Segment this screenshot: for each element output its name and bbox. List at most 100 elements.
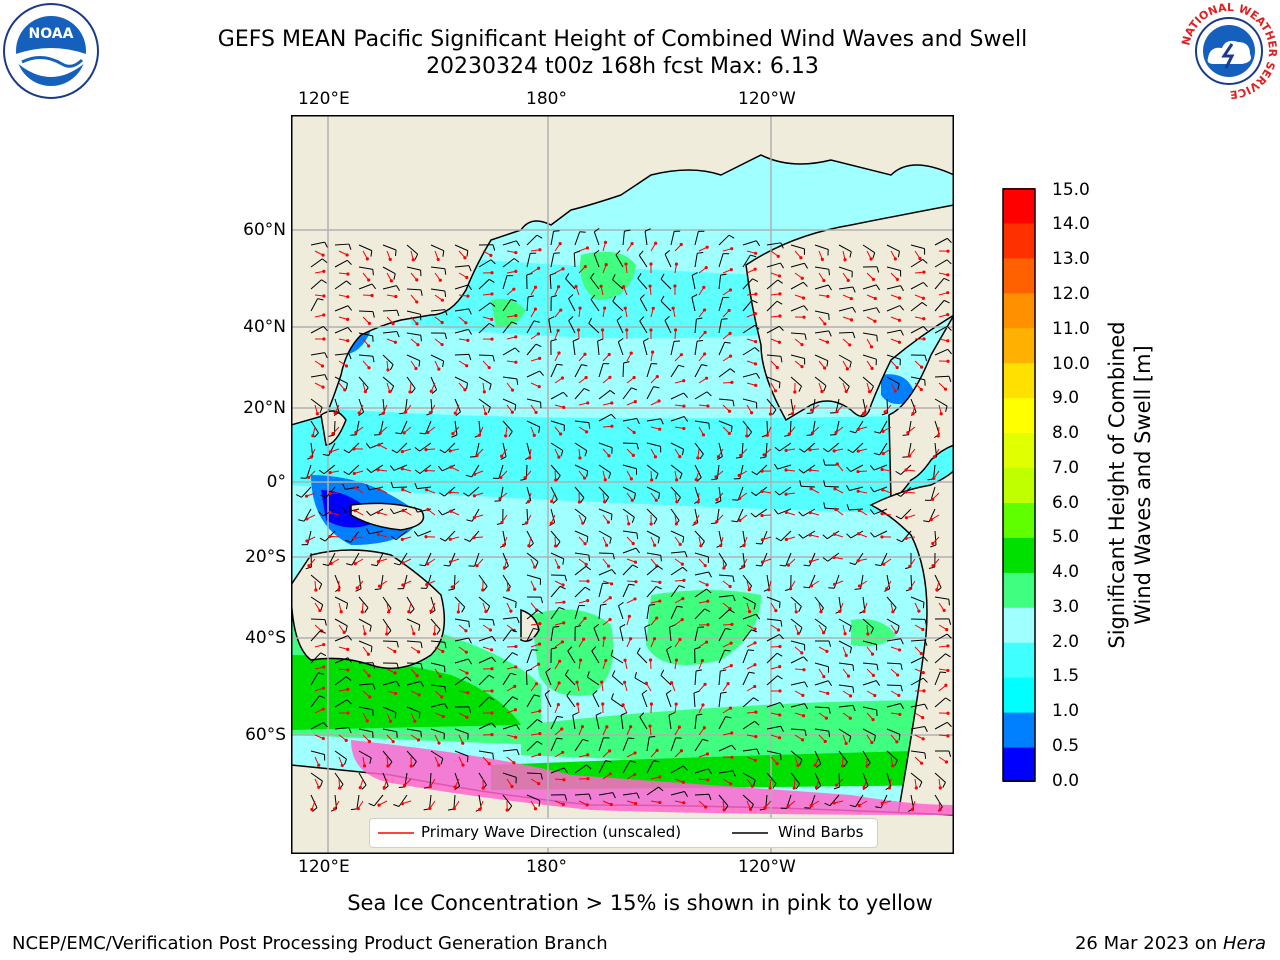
wave-arrow-head <box>440 298 444 302</box>
wind-barb-feather <box>804 681 808 688</box>
wave-arrow-head <box>453 785 457 789</box>
wind-barb <box>574 420 589 424</box>
wind-barb-feather <box>516 749 520 756</box>
wind-barb-feather <box>639 712 645 718</box>
wind-barb <box>934 442 938 457</box>
wind-barb <box>718 794 729 807</box>
wind-barb-feather <box>343 449 350 454</box>
wind-barb <box>478 635 493 642</box>
wind-barb-feather <box>922 602 925 609</box>
wave-arrow-head <box>946 249 950 253</box>
wind-barb <box>419 442 432 452</box>
wind-barb-feather <box>707 768 713 775</box>
wind-barb-feather <box>799 759 803 766</box>
wave-arrow-head <box>705 583 709 587</box>
wind-barb-feather <box>371 564 378 567</box>
wind-barb <box>502 258 515 268</box>
wave-arrow-head <box>429 389 433 393</box>
wind-barb <box>310 750 325 755</box>
wind-barb-feather <box>729 368 736 373</box>
wave-arrow-head <box>621 285 626 289</box>
wave-arrow-head <box>777 274 782 278</box>
wind-barb <box>742 420 752 433</box>
wave-arrow-head <box>631 541 635 546</box>
wind-barb-feather <box>636 443 639 450</box>
wind-barb <box>777 464 792 470</box>
wind-barb <box>886 750 898 761</box>
wave-arrow-head <box>778 644 782 649</box>
wave-arrow-head <box>894 630 898 634</box>
lat-label-60n: 60°N <box>243 220 286 240</box>
wind-barb <box>310 596 323 606</box>
wind-barb <box>766 279 779 290</box>
wind-barb <box>742 613 757 620</box>
wave-arrow-head <box>835 462 839 466</box>
wave-arrow-head <box>500 520 504 525</box>
wave-arrow-head <box>449 509 453 513</box>
wave-arrow-head <box>844 653 848 658</box>
wind-barb-feather <box>799 627 803 634</box>
wave-arrow-head <box>869 345 874 349</box>
wind-barb <box>406 728 421 732</box>
wind-barb-feather <box>826 360 829 367</box>
wind-barb-feather <box>526 668 533 672</box>
wind-barb <box>873 464 888 471</box>
wave-arrow-head <box>946 668 950 673</box>
wind-barb <box>406 640 421 643</box>
wind-barb <box>814 772 822 786</box>
wind-barb-feather <box>539 370 544 376</box>
wind-barb-feather <box>683 416 689 422</box>
wave-arrow-head <box>658 775 662 779</box>
wave-arrow-head <box>773 389 778 393</box>
wind-barb <box>670 585 680 598</box>
wind-barb <box>766 242 781 246</box>
wave-arrow-head <box>513 708 517 712</box>
wind-barb-feather <box>869 486 875 493</box>
wind-barb-feather <box>619 624 626 628</box>
wave-arrow-head <box>388 719 393 723</box>
wind-barb <box>356 794 360 809</box>
wave-arrow-head <box>887 786 892 790</box>
wind-barb-feather <box>323 722 328 728</box>
wind-barb <box>468 486 480 497</box>
wave-arrow-head <box>368 695 372 699</box>
wave-arrow-head <box>704 640 709 644</box>
wind-barb-feather <box>592 690 598 695</box>
wave-arrow-head <box>658 580 662 585</box>
wave-arrow-head <box>428 806 432 810</box>
wave-arrow-head <box>644 681 648 685</box>
wave-arrow-head <box>809 804 813 808</box>
wind-barb-feather <box>366 528 370 535</box>
wind-barb-feather <box>849 625 852 632</box>
wind-barb <box>550 716 558 730</box>
wind-barb <box>334 376 348 384</box>
wave-arrow-head <box>946 339 950 343</box>
wind-barb <box>310 241 325 246</box>
wind-barb-feather <box>708 423 711 430</box>
wind-barb <box>622 464 637 470</box>
wind-barb <box>934 574 942 588</box>
wave-arrow-head <box>629 351 633 355</box>
wind-barb <box>910 772 923 783</box>
wave-arrow-head <box>880 512 884 516</box>
wave-arrow-head <box>627 614 631 618</box>
wind-barb-feather <box>639 294 645 300</box>
wave-arrow-head <box>604 658 608 663</box>
wind-barb <box>478 750 493 754</box>
wind-barb-feather <box>489 302 496 307</box>
wind-barb-feather <box>468 706 472 713</box>
wind-barb <box>790 681 805 686</box>
wave-arrow-head <box>824 716 829 720</box>
wind-barb <box>622 547 637 554</box>
wave-arrow-head <box>856 559 860 563</box>
wave-arrow-head <box>862 609 866 614</box>
wind-barb-feather <box>945 697 951 702</box>
wind-barb <box>670 442 684 450</box>
wave-arrow-head <box>343 388 347 392</box>
wind-barb-feather <box>574 250 581 254</box>
wind-barb <box>310 420 319 434</box>
wave-arrow-head <box>574 284 578 289</box>
wind-barb-feather <box>468 621 470 628</box>
wind-barb-feather <box>346 259 352 265</box>
wind-barb <box>358 354 373 357</box>
